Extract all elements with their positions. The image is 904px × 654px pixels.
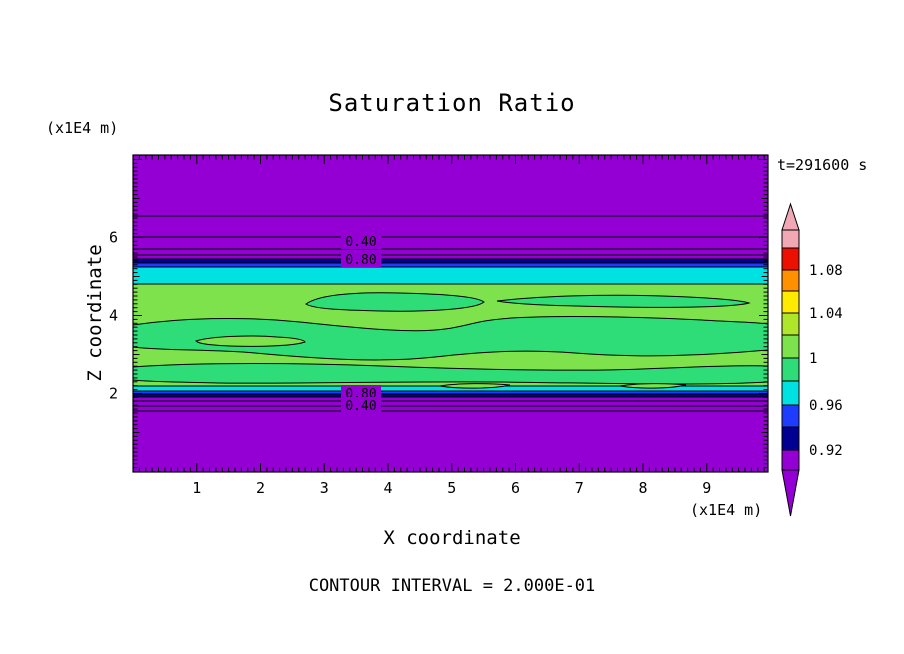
x-tick-label: 2 bbox=[256, 479, 265, 497]
time-annotation: t=291600 s bbox=[777, 156, 868, 174]
contour-label-mask bbox=[341, 251, 381, 267]
colorbar-segment bbox=[781, 269, 800, 292]
contour-label-mask bbox=[341, 397, 381, 413]
y-axis-unit-label: (x1E4 m) bbox=[46, 119, 119, 137]
colorbar-bottom-arrow bbox=[781, 469, 800, 517]
contour-line-label: 0.80 bbox=[345, 253, 376, 268]
colorbar-top-arrow bbox=[781, 202, 800, 231]
contour-line-label: 0.40 bbox=[345, 399, 376, 414]
contour-blob bbox=[439, 383, 511, 389]
y-tick-label: 4 bbox=[109, 307, 118, 325]
y-tick-label: 2 bbox=[109, 385, 118, 403]
colorbar-segment bbox=[781, 404, 800, 428]
y-tick-label: 6 bbox=[109, 229, 118, 247]
x-tick-label: 9 bbox=[702, 479, 711, 497]
x-tick-label: 3 bbox=[320, 479, 329, 497]
plot-border bbox=[132, 154, 769, 473]
colorbar-label: 1.08 bbox=[809, 263, 843, 279]
x-axis-title: X coordinate bbox=[383, 527, 521, 549]
colorbar-label: 1 bbox=[809, 351, 817, 367]
colorbar-segment bbox=[781, 229, 800, 249]
x-tick-label: 1 bbox=[192, 479, 201, 497]
chart-title: Saturation Ratio bbox=[328, 89, 576, 117]
contour-band bbox=[132, 262, 769, 268]
colorbar-segment bbox=[781, 334, 800, 359]
contour-label-mask bbox=[341, 233, 381, 249]
colorbar-segment bbox=[781, 380, 800, 406]
colorbar-segment bbox=[781, 247, 800, 271]
x-tick-label: 8 bbox=[638, 479, 647, 497]
contour-blob bbox=[195, 335, 306, 347]
colorbar-segment bbox=[781, 449, 800, 471]
contour-line-label: 0.40 bbox=[345, 235, 376, 250]
colorbar-segment bbox=[781, 357, 800, 382]
contour-band bbox=[132, 393, 769, 398]
x-tick-label: 5 bbox=[447, 479, 456, 497]
contour-blob bbox=[619, 383, 687, 389]
x-axis-unit-label: (x1E4 m) bbox=[690, 501, 763, 519]
colorbar-label: 0.92 bbox=[809, 443, 843, 459]
contour-blob bbox=[132, 316, 769, 361]
colorbar-segment bbox=[781, 312, 800, 336]
colorbar-label: 1.04 bbox=[809, 306, 843, 322]
colorbar-segment bbox=[781, 290, 800, 314]
contour-band bbox=[132, 266, 769, 285]
x-tick-label: 6 bbox=[511, 479, 520, 497]
contour-blob bbox=[305, 292, 485, 312]
contour-interval-label: CONTOUR INTERVAL = 2.000E-01 bbox=[308, 576, 596, 596]
y-axis-title: Z coordinate bbox=[84, 244, 106, 382]
contour-band bbox=[132, 258, 769, 264]
contour-blob bbox=[496, 294, 751, 308]
x-tick-label: 7 bbox=[575, 479, 584, 497]
colorbar-segment bbox=[781, 426, 800, 451]
colorbar-label: 0.96 bbox=[809, 398, 843, 414]
x-tick-label: 4 bbox=[383, 479, 392, 497]
